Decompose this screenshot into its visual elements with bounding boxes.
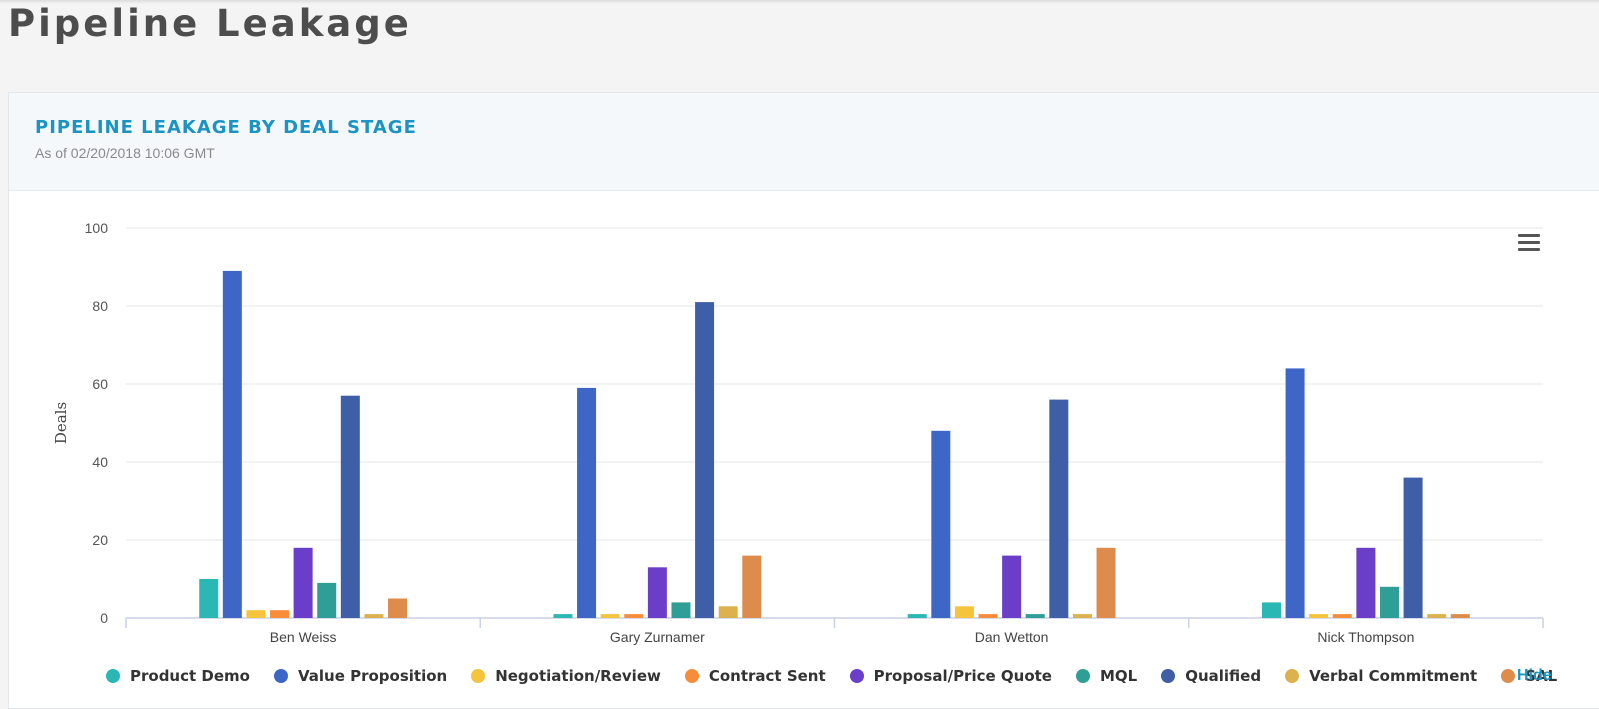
bar-qualified xyxy=(340,395,360,618)
legend-dot-icon xyxy=(106,669,120,683)
bar-proposal-price-quote xyxy=(1002,555,1022,618)
bar-product-demo xyxy=(1261,602,1281,618)
chart-legend: Product Demo Value Proposition Negotiation… xyxy=(106,664,1581,688)
bar-mql xyxy=(1379,586,1399,618)
legend-dot-icon xyxy=(1161,669,1176,683)
legend-label: Value Proposition xyxy=(297,667,448,685)
hamburger-menu-icon[interactable] xyxy=(1518,234,1540,252)
legend-item[interactable]: Proposal/Price Quote xyxy=(849,667,1052,685)
legend-label: Negotiation/Review xyxy=(495,667,661,685)
bar-contract-sent xyxy=(624,614,644,618)
y-tick-label: 60 xyxy=(92,376,108,392)
legend-item[interactable]: Product Demo xyxy=(106,667,250,685)
bar-verbal-commitment xyxy=(1427,614,1447,618)
legend-item[interactable]: Negotiation/Review xyxy=(471,667,661,685)
bar-qualified xyxy=(1403,477,1423,618)
x-tick-label: Dan Wetton xyxy=(975,629,1049,645)
card-subtitle: As of 02/20/2018 10:06 GMT xyxy=(35,145,215,161)
legend-label: SAL xyxy=(1525,667,1558,685)
card-header: PIPELINE LEAKAGE BY DEAL STAGE As of 02/… xyxy=(9,93,1599,191)
bar-mql xyxy=(1025,614,1045,618)
legend-item[interactable]: SAL xyxy=(1501,667,1557,685)
legend-dot-icon xyxy=(849,669,864,683)
x-tick-label: Nick Thompson xyxy=(1317,629,1414,645)
bar-product-demo xyxy=(199,579,219,618)
bar-mql xyxy=(317,582,337,618)
y-axis-label: Deals xyxy=(52,402,70,444)
bar-negotiation-review xyxy=(1309,614,1329,618)
bar-value-proposition xyxy=(931,430,951,618)
bar-verbal-commitment xyxy=(364,614,384,618)
legend-dot-icon xyxy=(1285,669,1300,683)
bar-proposal-price-quote xyxy=(293,547,313,618)
bar-product-demo xyxy=(553,614,573,618)
x-tick-label: Ben Weiss xyxy=(270,629,337,645)
bar-contract-sent xyxy=(978,614,998,618)
bar-value-proposition xyxy=(1285,368,1305,618)
y-tick-label: 100 xyxy=(85,220,109,236)
y-tick-label: 20 xyxy=(92,532,108,548)
bar-verbal-commitment xyxy=(718,606,738,618)
top-shadow xyxy=(0,0,1599,4)
bar-product-demo xyxy=(907,614,927,618)
bar-value-proposition xyxy=(222,270,242,618)
bar-mql xyxy=(671,602,691,618)
y-tick-label: 40 xyxy=(92,454,108,470)
bar-sal xyxy=(1450,614,1470,618)
bar-proposal-price-quote xyxy=(1356,547,1376,618)
y-tick-label: 0 xyxy=(100,610,108,626)
y-tick-label: 80 xyxy=(92,298,108,314)
legend-label: Proposal/Price Quote xyxy=(873,667,1052,685)
legend-item[interactable]: Value Proposition xyxy=(273,667,448,685)
bar-qualified xyxy=(695,302,715,618)
x-tick-label: Gary Zurnamer xyxy=(610,629,705,645)
legend-label: MQL xyxy=(1099,667,1138,685)
bar-sal xyxy=(742,555,762,618)
legend-item[interactable]: MQL xyxy=(1075,667,1138,685)
legend-label: Product Demo xyxy=(130,667,250,685)
legend-item[interactable]: Qualified xyxy=(1161,667,1261,685)
bar-negotiation-review xyxy=(954,606,974,618)
bar-sal xyxy=(1096,547,1116,618)
legend-item[interactable]: Contract Sent xyxy=(684,667,826,685)
page-title: Pipeline Leakage xyxy=(8,2,412,45)
card-title: PIPELINE LEAKAGE BY DEAL STAGE xyxy=(35,117,417,138)
legend-label: Verbal Commitment xyxy=(1309,667,1478,685)
bar-sal xyxy=(388,598,408,618)
legend-label: Qualified xyxy=(1185,667,1262,685)
bar-negotiation-review xyxy=(600,614,620,618)
legend-dot-icon xyxy=(471,669,486,683)
legend-label: Contract Sent xyxy=(708,667,826,685)
bar-contract-sent xyxy=(1332,614,1352,618)
legend-dot-icon xyxy=(1075,669,1090,683)
legend-dot-icon xyxy=(273,669,288,683)
bar-verbal-commitment xyxy=(1072,614,1092,618)
bar-value-proposition xyxy=(577,387,597,618)
legend-dot-icon xyxy=(1501,669,1516,683)
bar-qualified xyxy=(1049,399,1069,618)
bar-contract-sent xyxy=(270,610,290,618)
legend-item[interactable]: Verbal Commitment xyxy=(1285,667,1477,685)
bar-proposal-price-quote xyxy=(647,567,667,618)
bar-negotiation-review xyxy=(246,610,266,618)
legend-dot-icon xyxy=(684,669,699,683)
hide-legend-button[interactable]: Hide xyxy=(1517,667,1552,684)
chart-card: PIPELINE LEAKAGE BY DEAL STAGE As of 02/… xyxy=(8,92,1599,709)
